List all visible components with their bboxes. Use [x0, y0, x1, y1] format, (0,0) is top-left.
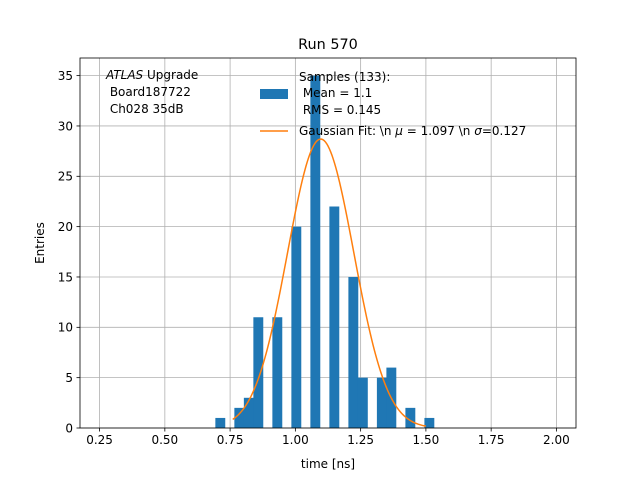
x-tick-label: 0.25 [86, 433, 113, 447]
histogram-bar [357, 377, 368, 428]
x-tick-label: 0.75 [217, 433, 244, 447]
histogram-bar [291, 226, 302, 428]
x-tick-label: 1.25 [347, 433, 374, 447]
chart-title: Run 570 [298, 37, 358, 53]
histogram-bar [424, 417, 435, 428]
x-tick-label: 0.50 [151, 433, 178, 447]
y-tick-label: 5 [65, 371, 73, 385]
legend: Samples (133): Mean = 1.1 RMS = 0.145 Ga… [260, 70, 526, 138]
histogram-bar [272, 317, 283, 428]
y-tick-label: 20 [58, 220, 73, 234]
y-tick-label: 25 [58, 170, 73, 184]
histogram-bar [405, 407, 416, 428]
gaussian-fit-curve [232, 138, 427, 427]
legend-hist-rms: RMS = 0.145 [299, 103, 381, 117]
histogram-bar [310, 75, 321, 428]
legend-fit-mu: μ [394, 124, 403, 138]
legend-fit-label: Gaussian Fit: \n μ = 1.097 \n σ=0.127 [299, 124, 526, 138]
legend-fit-sigma: σ [474, 124, 482, 138]
legend-fit-part-3: =0.127 [482, 124, 526, 138]
legend-hist-swatch [260, 89, 288, 99]
x-axis-label: time [ns] [301, 457, 355, 471]
y-tick-label: 30 [58, 119, 73, 133]
histogram-bar [234, 407, 245, 428]
x-tick-label: 2.00 [543, 433, 570, 447]
annotation-board: Board187722 [106, 85, 191, 99]
atlas-annotation: ATLAS Upgrade Board187722 Ch028 35dB [105, 68, 198, 116]
histogram-bar [376, 377, 387, 428]
y-tick-label: 0 [65, 421, 73, 435]
histogram-bar [215, 417, 226, 428]
legend-fit-part-1: Gaussian Fit: \n [299, 124, 395, 138]
histogram-bar [243, 397, 254, 428]
annotation-line-1: ATLAS Upgrade [105, 68, 198, 82]
upgrade-text: Upgrade [143, 68, 198, 82]
y-axis-ticks: 0 5 10 15 20 25 30 35 [58, 69, 80, 435]
legend-hist-mean: Mean = 1.1 [299, 86, 372, 100]
legend-fit-part-2: = 1.097 \n [403, 124, 474, 138]
axes-frame [79, 57, 577, 429]
plot-area: 0.25 0.50 0.75 1.00 1.25 1.50 1.75 2.00 0 5 10 15 2… [58, 57, 577, 447]
y-tick-label: 15 [58, 270, 73, 284]
x-axis-ticks: 0.25 0.50 0.75 1.00 1.25 1.50 1.75 2.00 [86, 428, 570, 447]
x-tick-label: 1.00 [282, 433, 309, 447]
y-axis-label: Entries [33, 222, 47, 264]
histogram-bar [253, 317, 264, 428]
legend-hist-title: Samples (133): [299, 70, 390, 84]
histogram-bar [329, 206, 340, 428]
axes-background [80, 58, 576, 428]
y-tick-label: 35 [58, 69, 73, 83]
y-tick-label: 10 [58, 321, 73, 335]
grid [80, 58, 576, 429]
annotation-channel: Ch028 35dB [106, 102, 184, 116]
atlas-italic-text: ATLAS [105, 68, 144, 82]
histogram-bars [215, 75, 435, 428]
x-tick-label: 1.75 [478, 433, 505, 447]
histogram-bar [348, 276, 359, 428]
x-tick-label: 1.50 [413, 433, 440, 447]
